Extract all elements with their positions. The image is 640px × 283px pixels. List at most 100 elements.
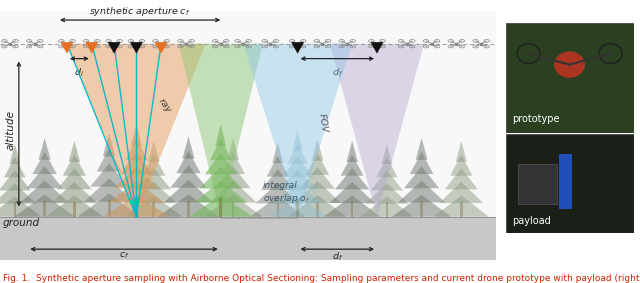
Polygon shape [0, 196, 42, 217]
Polygon shape [125, 138, 148, 160]
Polygon shape [267, 156, 289, 177]
Polygon shape [57, 168, 92, 189]
Polygon shape [365, 183, 408, 204]
Polygon shape [189, 195, 253, 217]
Polygon shape [292, 130, 303, 151]
Polygon shape [312, 139, 323, 161]
Polygon shape [97, 148, 122, 171]
Polygon shape [398, 181, 445, 203]
Polygon shape [51, 182, 98, 203]
Polygon shape [255, 183, 300, 203]
Polygon shape [330, 182, 375, 203]
Polygon shape [114, 167, 159, 188]
Polygon shape [136, 168, 171, 189]
Bar [187, 201, 190, 217]
Polygon shape [179, 44, 263, 217]
Text: ground: ground [3, 218, 40, 228]
Bar [276, 202, 279, 217]
Polygon shape [125, 196, 183, 217]
Polygon shape [130, 42, 143, 54]
Text: $d_f$: $d_f$ [332, 250, 343, 263]
Polygon shape [250, 196, 305, 217]
Polygon shape [445, 168, 478, 189]
Polygon shape [330, 44, 424, 217]
Circle shape [554, 51, 585, 78]
Bar [518, 164, 557, 204]
Polygon shape [324, 196, 381, 217]
Polygon shape [108, 42, 120, 54]
Polygon shape [294, 181, 341, 203]
Polygon shape [84, 178, 134, 202]
Polygon shape [182, 136, 195, 159]
Bar [0, 11, 496, 217]
Polygon shape [216, 124, 226, 146]
Polygon shape [20, 181, 69, 203]
Polygon shape [63, 155, 86, 176]
Text: FOV: FOV [316, 113, 329, 134]
Polygon shape [131, 182, 177, 203]
Bar [559, 154, 572, 209]
Text: integral
overlap $o_f$: integral overlap $o_f$ [263, 181, 310, 205]
Polygon shape [158, 194, 219, 217]
Bar [152, 202, 155, 217]
Text: $c_f$: $c_f$ [119, 250, 129, 261]
Polygon shape [268, 196, 328, 217]
Polygon shape [261, 169, 294, 190]
Bar [108, 200, 111, 217]
Polygon shape [85, 42, 98, 54]
Polygon shape [33, 152, 57, 174]
Polygon shape [142, 155, 165, 176]
Polygon shape [381, 144, 392, 164]
Text: altitude: altitude [6, 110, 16, 150]
Polygon shape [335, 168, 369, 189]
Polygon shape [287, 143, 308, 164]
Polygon shape [164, 180, 212, 202]
Text: synthetic aperture $c_f$: synthetic aperture $c_f$ [90, 5, 191, 18]
Polygon shape [392, 195, 451, 217]
Bar [460, 202, 463, 217]
Bar [220, 198, 222, 217]
Polygon shape [204, 195, 262, 217]
Polygon shape [282, 156, 313, 177]
Bar [135, 198, 138, 217]
Polygon shape [4, 157, 26, 177]
Polygon shape [243, 44, 352, 217]
Polygon shape [300, 167, 335, 189]
Polygon shape [177, 151, 200, 173]
Polygon shape [221, 152, 245, 174]
Polygon shape [103, 133, 115, 156]
Polygon shape [456, 141, 467, 162]
Polygon shape [277, 170, 318, 190]
Text: ray: ray [156, 97, 172, 115]
Polygon shape [0, 170, 31, 190]
Polygon shape [346, 141, 358, 162]
Text: $d_f$: $d_f$ [332, 66, 343, 79]
Polygon shape [288, 195, 347, 217]
Bar [386, 202, 388, 217]
Polygon shape [209, 181, 257, 203]
Polygon shape [371, 170, 403, 190]
Bar [316, 201, 319, 217]
Bar [232, 201, 234, 217]
Polygon shape [148, 141, 159, 162]
Polygon shape [0, 183, 36, 204]
Bar [296, 200, 299, 217]
Polygon shape [434, 196, 489, 217]
Polygon shape [404, 166, 439, 188]
Polygon shape [371, 42, 383, 54]
Polygon shape [410, 152, 433, 174]
Polygon shape [120, 153, 153, 174]
Text: payload: payload [512, 216, 551, 226]
Bar [13, 202, 16, 217]
Polygon shape [68, 141, 80, 162]
Text: Fig. 1.  Synthetic aperture sampling with Airborne Optical Sectioning: Sampling : Fig. 1. Synthetic aperture sampling with… [3, 274, 640, 283]
Polygon shape [291, 42, 304, 54]
Bar [73, 202, 76, 217]
Polygon shape [272, 142, 284, 163]
Polygon shape [38, 138, 51, 160]
Polygon shape [78, 194, 140, 217]
Polygon shape [439, 182, 483, 203]
Polygon shape [205, 153, 237, 174]
Polygon shape [26, 166, 63, 188]
Polygon shape [170, 165, 207, 188]
